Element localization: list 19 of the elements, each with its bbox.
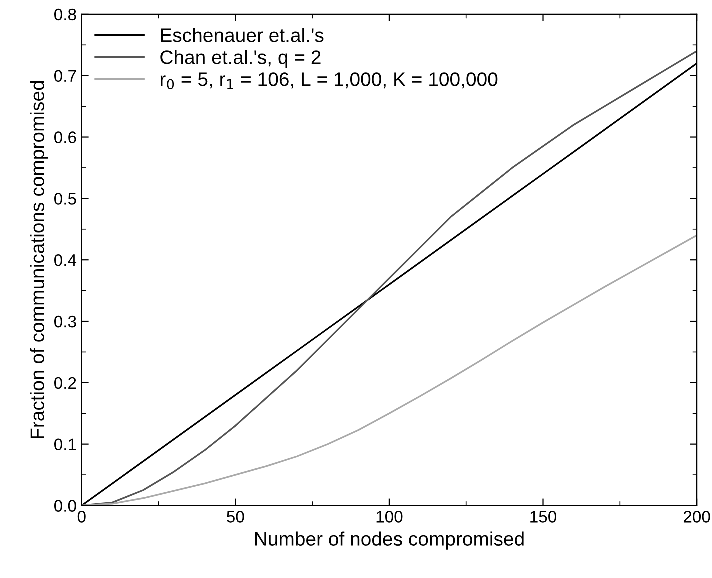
y-tick-label: 0.4 xyxy=(54,254,77,266)
x-tick-label: 150 xyxy=(530,511,557,523)
y-tick-label: 0.6 xyxy=(54,132,76,144)
y-tick-label: 0.0 xyxy=(54,500,76,512)
y-axis-title: Fraction of communications compromised xyxy=(30,81,48,438)
y-tick-label: 0.5 xyxy=(54,193,76,205)
x-tick-label: 100 xyxy=(376,511,403,523)
y-tick-label: 0.7 xyxy=(54,70,76,82)
legend-label: Eschenauer et.al.'s xyxy=(161,28,324,42)
x-tick-label: 200 xyxy=(684,511,710,523)
x-axis-title: Number of nodes compromised xyxy=(255,532,524,550)
y-tick-label: 0.3 xyxy=(54,316,76,328)
y-tick-label: 0.1 xyxy=(54,438,76,451)
x-tick-label: 0 xyxy=(78,511,86,523)
y-tick-label: 0.8 xyxy=(54,8,76,21)
x-tick-label: 50 xyxy=(227,511,244,523)
legend-label: r$_{0}$ = 5, r$_{1}$ = 106, L = 1,000, K = 100,000 xyxy=(160,72,498,90)
y-tick-label: 0.2 xyxy=(54,377,76,390)
legend-label: Chan et.al.'s, q = 2 xyxy=(160,50,321,68)
